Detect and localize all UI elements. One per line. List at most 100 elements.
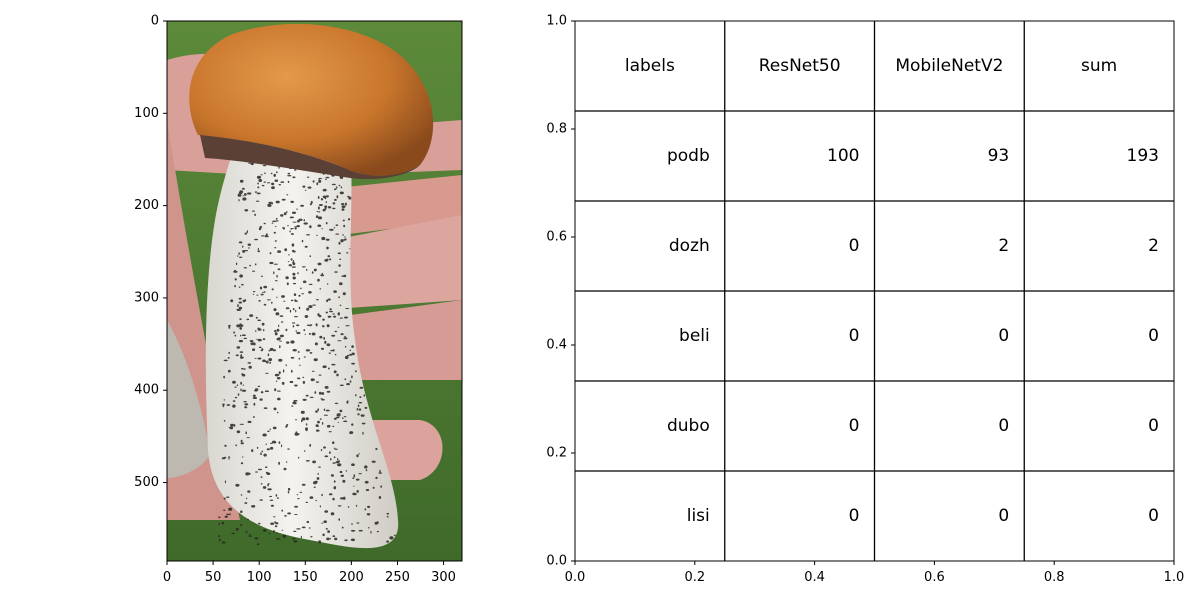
stem-scale (264, 390, 269, 393)
stem-scale (364, 465, 368, 469)
stem-scale (301, 483, 306, 486)
stem-scale (235, 354, 239, 357)
stem-scale (339, 384, 344, 387)
stem-scale (290, 340, 295, 344)
stem-scale (287, 261, 290, 263)
stem-scale (275, 380, 278, 382)
table-cell: 2 (998, 236, 1009, 256)
stem-scale (342, 292, 346, 296)
stem-scale (293, 402, 297, 405)
stem-scale (352, 477, 355, 480)
stem-scale (270, 522, 275, 525)
table-cell: lisi (687, 506, 710, 526)
stem-scale (351, 352, 355, 356)
stem-scale (287, 254, 290, 256)
stem-scale (237, 255, 239, 257)
stem-scale (339, 191, 344, 195)
stem-scale (269, 442, 273, 444)
stem-scale (351, 523, 353, 525)
stem-scale (294, 226, 298, 228)
stem-scale (319, 288, 322, 290)
stem-scale (294, 433, 297, 435)
stem-scale (265, 471, 269, 474)
stem-scale (371, 460, 376, 463)
stem-scale (301, 239, 304, 243)
stem-scale (266, 448, 270, 451)
stem-scale (274, 280, 278, 282)
stem-scale (238, 241, 243, 244)
stem-scale (328, 352, 332, 354)
stem-scale (308, 291, 312, 294)
stem-scale (318, 466, 321, 468)
stem-scale (273, 530, 275, 533)
stem-scale (250, 342, 255, 346)
stem-scale (355, 504, 358, 507)
stem-scale (337, 505, 342, 507)
stem-scale (324, 205, 328, 208)
stem-scale (303, 219, 306, 222)
stem-scale (317, 262, 322, 266)
stem-scale (318, 314, 322, 318)
stem-scale (350, 538, 355, 542)
stem-scale (316, 234, 318, 236)
stem-scale (222, 404, 225, 408)
stem-scale (263, 222, 266, 225)
stem-scale (242, 356, 244, 359)
stem-scale (258, 300, 261, 302)
stem-scale (337, 463, 342, 467)
stem-scale (327, 530, 330, 533)
stem-scale (297, 433, 300, 435)
stem-scale (319, 505, 322, 508)
stem-scale (226, 513, 230, 516)
stem-scale (278, 166, 280, 169)
stem-scale (292, 221, 297, 223)
stem-scale (247, 420, 252, 424)
stem-scale (301, 293, 305, 295)
stem-scale (328, 493, 333, 496)
stem-scale (246, 230, 249, 234)
stem-scale (276, 274, 278, 278)
stem-scale (294, 505, 299, 508)
stem-scale (296, 324, 300, 327)
table-cell: 0 (849, 506, 860, 526)
stem-scale (226, 496, 230, 498)
stem-scale (273, 173, 277, 177)
stem-scale (270, 504, 274, 507)
stem-scale (257, 357, 262, 360)
stem-scale (263, 453, 267, 457)
stem-scale (242, 197, 247, 201)
stem-scale (333, 315, 337, 318)
stem-scale (262, 338, 266, 341)
stem-scale (340, 203, 345, 205)
stem-scale (320, 336, 323, 339)
stem-scale (241, 456, 244, 458)
stem-scale (355, 478, 360, 481)
stem-scale (345, 325, 350, 327)
stem-scale (291, 243, 295, 247)
stem-scale (342, 479, 346, 483)
stem-scale (329, 228, 334, 231)
stem-scale (334, 448, 338, 450)
table-cell: 0 (849, 236, 860, 256)
stem-scale (286, 341, 290, 344)
stem-scale (287, 487, 291, 491)
stem-scale (251, 449, 254, 453)
stem-scale (228, 324, 231, 327)
stem-scale (271, 186, 275, 190)
stem-scale (276, 171, 278, 174)
stem-scale (223, 399, 225, 401)
table-cell: 2 (1148, 236, 1159, 256)
stem-scale (305, 460, 310, 462)
stem-scale (386, 515, 389, 518)
stem-scale (306, 307, 310, 311)
stem-scale (335, 461, 340, 464)
stem-scale (332, 313, 335, 315)
image-axes: 0 50 100 150 200 250 300 0 100 200 300 400 500 (134, 14, 463, 585)
stem-scale (333, 370, 337, 374)
stem-scale (252, 416, 255, 418)
stem-scale (238, 198, 240, 202)
stem-scale (324, 510, 329, 513)
stem-scale (333, 290, 337, 293)
image-x-tick-label: 50 (205, 570, 222, 585)
